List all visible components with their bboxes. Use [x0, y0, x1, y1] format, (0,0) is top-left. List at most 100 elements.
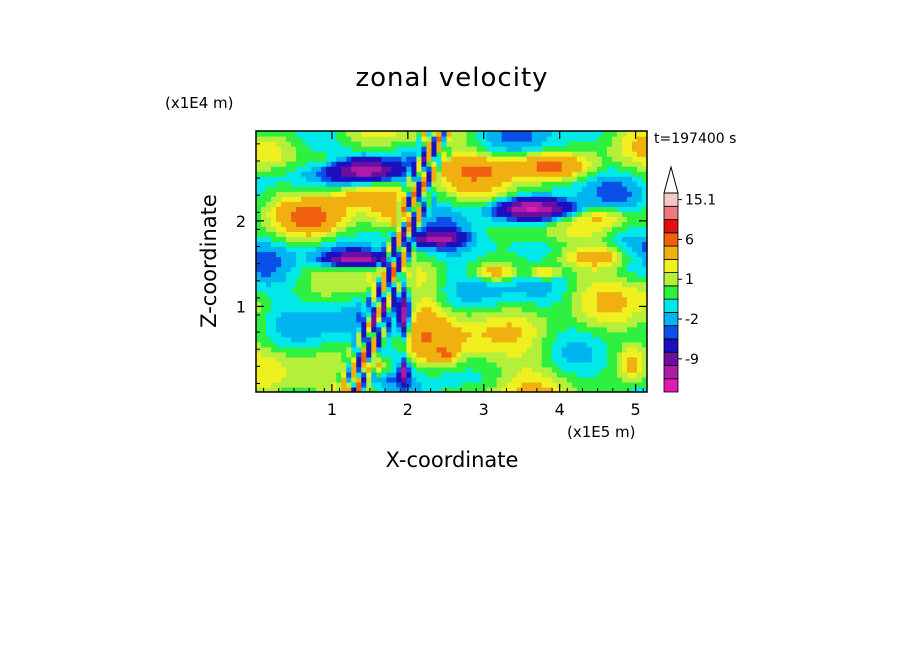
field-cell — [506, 156, 513, 162]
field-cell — [541, 216, 548, 222]
field-cell — [301, 326, 307, 333]
field-cell — [426, 206, 433, 212]
field-cell — [526, 361, 533, 368]
field-cell — [591, 206, 598, 212]
field-cell — [371, 261, 377, 268]
field-cell — [496, 381, 503, 388]
field-cell — [456, 301, 463, 308]
field-cell — [561, 371, 568, 378]
field-cell — [346, 166, 352, 172]
field-cell — [271, 201, 277, 207]
field-cell — [336, 241, 342, 248]
field-cell — [391, 156, 397, 162]
field-cell — [626, 216, 633, 222]
field-cell — [506, 366, 513, 373]
field-cell — [641, 331, 647, 338]
field-cell — [546, 146, 553, 152]
field-cell — [616, 186, 623, 192]
field-cell — [261, 156, 267, 162]
field-cell — [326, 191, 332, 197]
field-cell — [461, 296, 468, 303]
field-cell — [281, 351, 287, 358]
field-cell — [576, 366, 583, 373]
field-cell — [291, 276, 297, 283]
field-cell — [336, 331, 342, 338]
field-cell — [641, 271, 647, 278]
field-cell — [506, 211, 513, 217]
field-cell — [536, 131, 543, 137]
field-cell — [291, 331, 297, 338]
field-cell — [636, 301, 643, 308]
field-cell — [311, 186, 317, 192]
field-cell — [591, 376, 598, 383]
field-cell — [511, 246, 518, 253]
field-cell — [406, 266, 412, 273]
field-cell — [601, 231, 608, 237]
field-cell — [466, 296, 473, 303]
field-cell — [596, 301, 603, 308]
field-cell — [641, 156, 647, 162]
field-cell — [381, 161, 387, 167]
field-cell — [446, 216, 453, 222]
field-cell — [261, 196, 267, 202]
field-cell — [466, 356, 473, 363]
field-cell — [331, 156, 337, 162]
field-cell — [386, 386, 392, 392]
field-cell — [576, 276, 583, 283]
field-cell — [466, 276, 473, 283]
field-cell — [461, 301, 468, 308]
field-cell — [426, 376, 433, 383]
field-cell — [341, 221, 347, 227]
field-cell — [291, 231, 297, 237]
field-cell — [416, 281, 423, 288]
field-cell — [626, 316, 633, 323]
field-cell — [331, 136, 337, 142]
field-cell — [621, 146, 628, 152]
field-cell — [341, 246, 347, 253]
field-cell — [561, 221, 568, 227]
field-cell — [426, 296, 433, 303]
field-cell — [451, 206, 458, 212]
field-cell — [341, 286, 347, 293]
field-cell — [586, 166, 593, 172]
field-cell — [571, 296, 578, 303]
field-cell — [391, 311, 397, 318]
field-cell — [636, 206, 643, 212]
field-cell — [431, 136, 438, 142]
field-cell — [606, 286, 613, 293]
field-cell — [456, 221, 463, 227]
field-cell — [641, 191, 647, 197]
field-cell — [271, 276, 277, 283]
field-cell — [321, 356, 327, 363]
field-cell — [566, 296, 573, 303]
field-cell — [361, 211, 367, 217]
field-cell — [531, 241, 538, 248]
field-cell — [551, 201, 558, 207]
field-cell — [401, 321, 407, 328]
field-cell — [611, 201, 618, 207]
field-cell — [591, 381, 598, 388]
field-cell — [436, 301, 443, 308]
field-cell — [441, 346, 448, 353]
field-cell — [281, 306, 287, 313]
field-cell — [531, 136, 538, 142]
field-cell — [406, 166, 412, 172]
field-cell — [531, 131, 538, 137]
field-cell — [381, 196, 387, 202]
x-axis-title: X-coordinate — [386, 448, 519, 472]
field-cell — [516, 211, 523, 217]
field-cell — [401, 266, 407, 273]
field-cell — [341, 156, 347, 162]
field-cell — [266, 146, 272, 152]
field-cell — [626, 206, 633, 212]
field-cell — [426, 186, 433, 192]
field-cell — [381, 361, 387, 368]
field-cell — [371, 246, 377, 253]
field-cell — [461, 226, 468, 232]
field-cell — [461, 321, 468, 328]
field-cell — [316, 231, 322, 237]
field-cell — [596, 236, 603, 243]
field-cell — [631, 361, 638, 368]
field-cell — [341, 176, 347, 182]
field-cell — [306, 271, 312, 278]
